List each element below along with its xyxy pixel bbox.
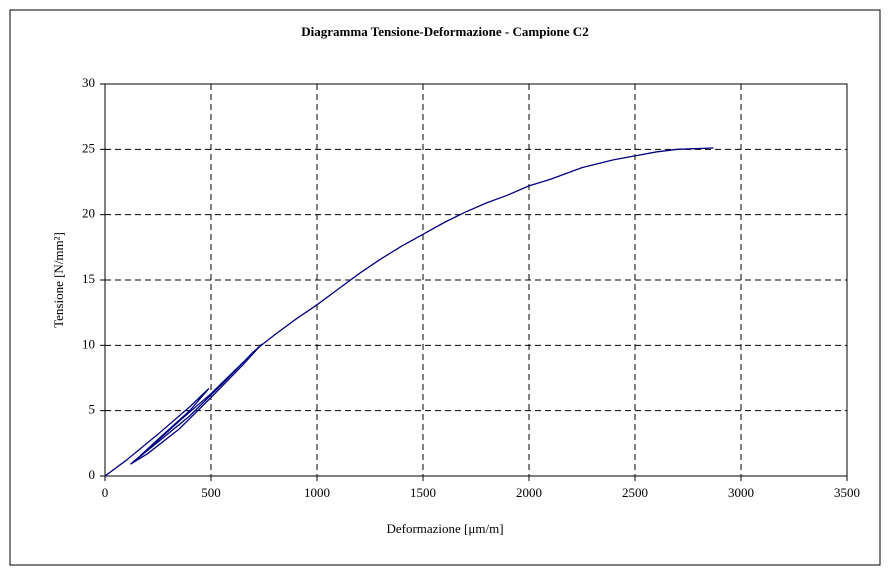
y-tick-label: 0 [89, 467, 96, 482]
x-tick-label: 1000 [304, 485, 330, 500]
x-tick-label: 3000 [728, 485, 754, 500]
y-axis-label: Tensione [N/mm²] [51, 232, 66, 328]
y-tick-label: 15 [82, 271, 95, 286]
chart-title: Diagramma Tensione-Deformazione - Campio… [301, 24, 588, 39]
x-axis-label: Deformazione [μm/m] [386, 521, 503, 536]
x-tick-label: 500 [201, 485, 221, 500]
y-tick-label: 25 [82, 140, 95, 155]
x-tick-label: 2500 [622, 485, 648, 500]
y-tick-label: 30 [82, 75, 95, 90]
x-tick-label: 3500 [834, 485, 860, 500]
y-tick-label: 20 [82, 206, 95, 221]
x-tick-label: 0 [102, 485, 109, 500]
y-tick-label: 5 [89, 402, 96, 417]
data-line [104, 147, 714, 477]
y-tick-label: 10 [82, 336, 95, 351]
x-tick-label: 1500 [410, 485, 436, 500]
x-tick-label: 2000 [516, 485, 542, 500]
